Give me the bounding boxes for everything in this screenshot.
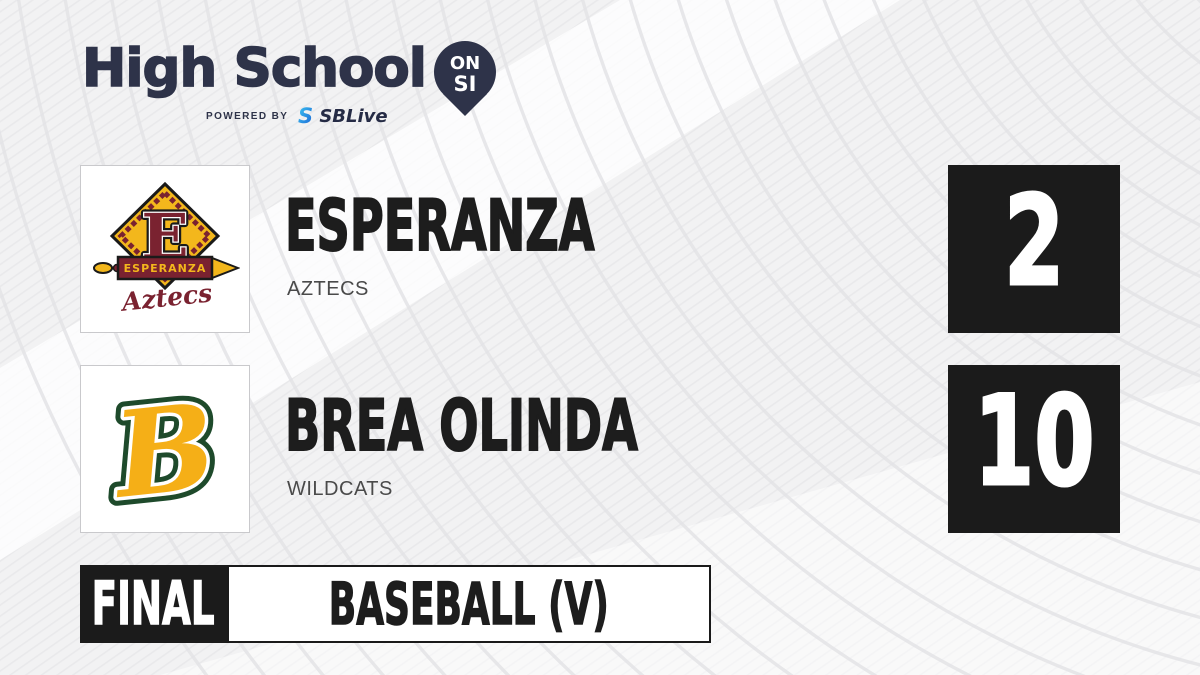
team-name: BREA OLINDA [284, 385, 638, 467]
brea-olinda-b-icon: B B B [96, 374, 230, 524]
score-box: 10 [948, 365, 1120, 533]
game-label: BASEBALL (V) [328, 570, 609, 638]
pin-line1: ON [450, 53, 480, 74]
team-row: E E ESPERANZA Aztecs ESPERANZA AZTECS 2 [80, 165, 1120, 333]
team-name: ESPERANZA [284, 185, 595, 267]
brand-title: High School [81, 38, 428, 99]
svg-text:B: B [105, 376, 222, 524]
svg-text:ESPERANZA: ESPERANZA [124, 262, 207, 275]
sblive-logo: S SBLive [297, 105, 387, 127]
powered-by-label: POWERED BY [206, 110, 289, 122]
team-logo-box: E E ESPERANZA Aztecs [80, 165, 250, 333]
svg-text:B: B [105, 376, 222, 524]
team-mascot: AZTECS [287, 278, 369, 300]
sblive-wordmark: SBLive [319, 105, 388, 127]
score-value: 10 [973, 370, 1096, 514]
svg-text:B: B [105, 376, 222, 524]
footer-badges: FINAL BASEBALL (V) [80, 565, 711, 643]
final-badge: FINAL [80, 565, 227, 643]
esperanza-crest-icon: E E ESPERANZA Aztecs [93, 181, 240, 317]
final-label: FINAL [92, 569, 216, 639]
team-logo-box: B B B [80, 365, 250, 533]
team-mascot: WILDCATS [287, 478, 393, 500]
pin-line2: SI [454, 72, 477, 96]
score-box: 2 [948, 165, 1120, 333]
on-si-pin-icon: ON SI [434, 41, 496, 116]
powered-by-row: POWERED BY S SBLive [206, 105, 388, 127]
score-value: 2 [1003, 170, 1066, 314]
svg-text:S: S [298, 105, 313, 127]
game-badge: BASEBALL (V) [227, 565, 711, 643]
sblive-icon: S [298, 105, 313, 127]
team-row: B B B BREA OLINDA WILDCATS 10 [80, 365, 1120, 533]
svg-text:Aztecs: Aztecs [119, 278, 214, 316]
